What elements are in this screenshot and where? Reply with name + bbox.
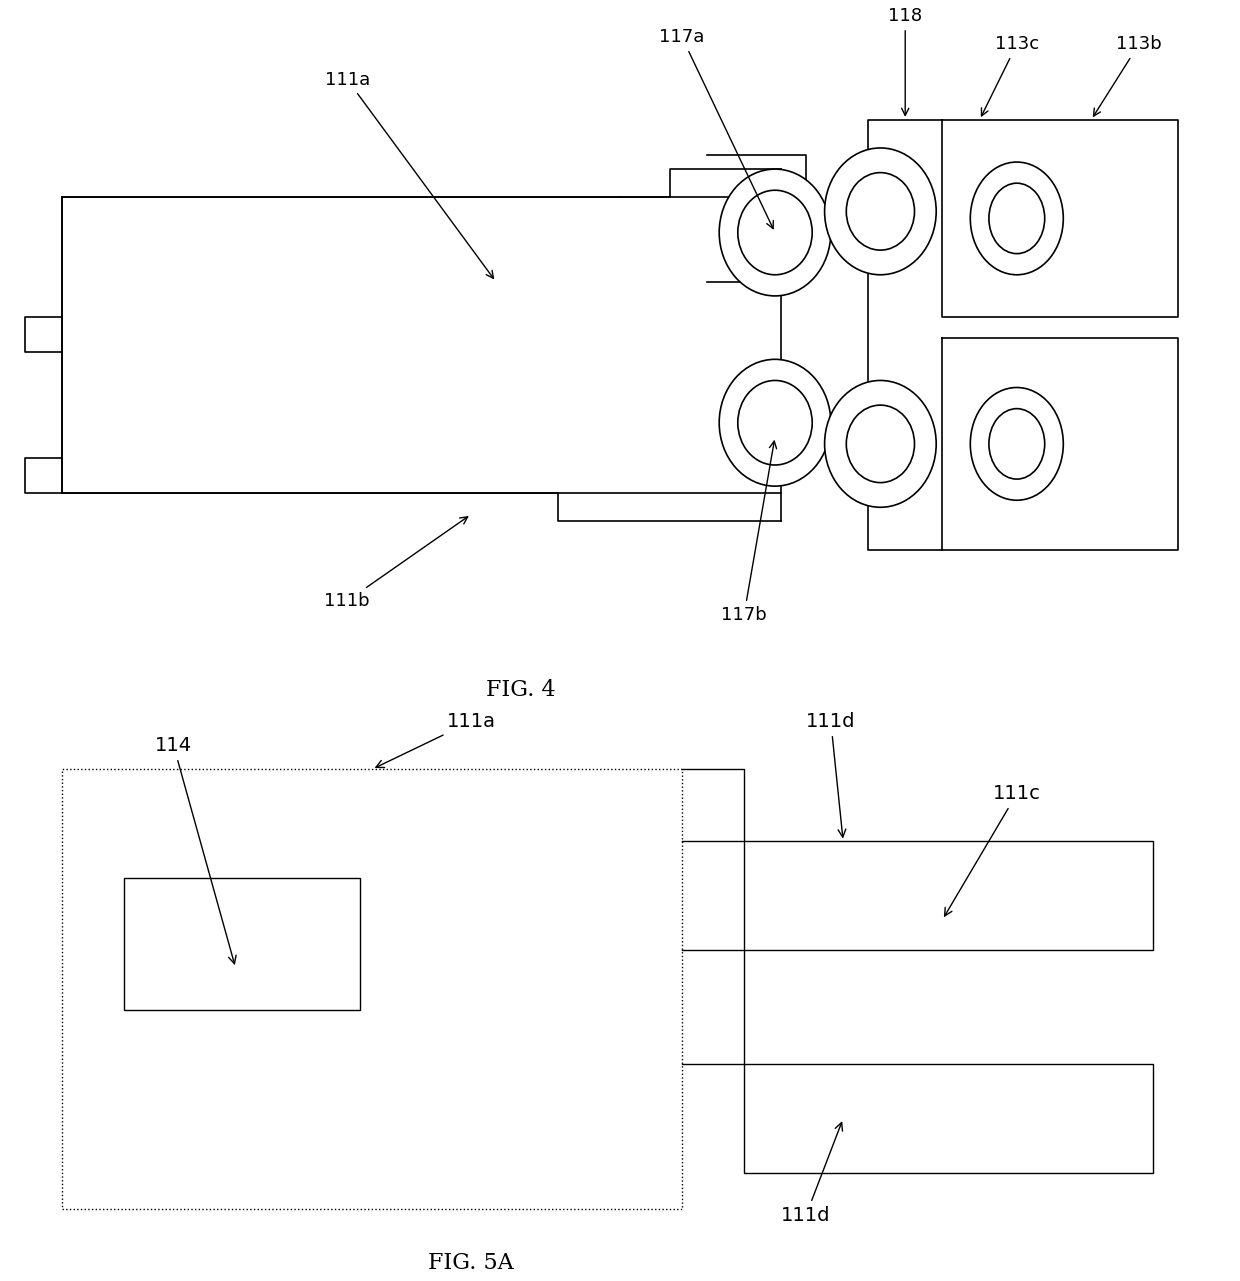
Text: 111d: 111d — [806, 712, 856, 838]
Text: FIG. 5A: FIG. 5A — [428, 1252, 515, 1273]
Ellipse shape — [719, 360, 831, 485]
Ellipse shape — [825, 380, 936, 507]
Text: 113c: 113c — [982, 36, 1039, 115]
Bar — [124, 877, 360, 1009]
Text: 113b: 113b — [1094, 36, 1162, 117]
Ellipse shape — [846, 173, 915, 250]
Text: FIG. 4: FIG. 4 — [486, 679, 556, 702]
Ellipse shape — [846, 405, 915, 483]
Ellipse shape — [738, 190, 812, 274]
Text: 111b: 111b — [325, 516, 467, 610]
Text: 111d: 111d — [781, 1122, 842, 1225]
Ellipse shape — [990, 183, 1044, 254]
Text: 111a: 111a — [376, 712, 496, 767]
Text: 111c: 111c — [945, 784, 1040, 916]
Text: 114: 114 — [155, 737, 236, 963]
Bar — [744, 1065, 1153, 1172]
Ellipse shape — [825, 149, 936, 275]
Ellipse shape — [970, 387, 1063, 500]
Ellipse shape — [990, 409, 1044, 479]
Text: 111a: 111a — [325, 70, 494, 278]
Ellipse shape — [719, 169, 831, 296]
Bar — [62, 769, 682, 1209]
Bar — [744, 842, 1153, 951]
Ellipse shape — [970, 161, 1063, 275]
Text: 118: 118 — [888, 8, 923, 115]
Text: 117b: 117b — [722, 441, 776, 624]
Text: 117a: 117a — [660, 28, 774, 228]
Ellipse shape — [738, 380, 812, 465]
